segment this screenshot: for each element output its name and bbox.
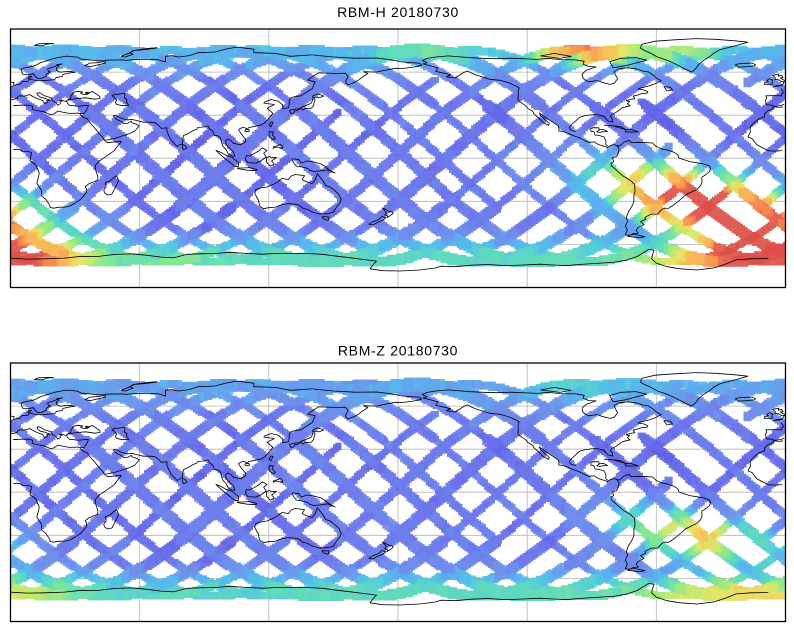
svg-text:RBM-H 20180730: RBM-H 20180730 <box>337 4 459 20</box>
svg-text:RBM-Z 20180730: RBM-Z 20180730 <box>338 343 458 359</box>
